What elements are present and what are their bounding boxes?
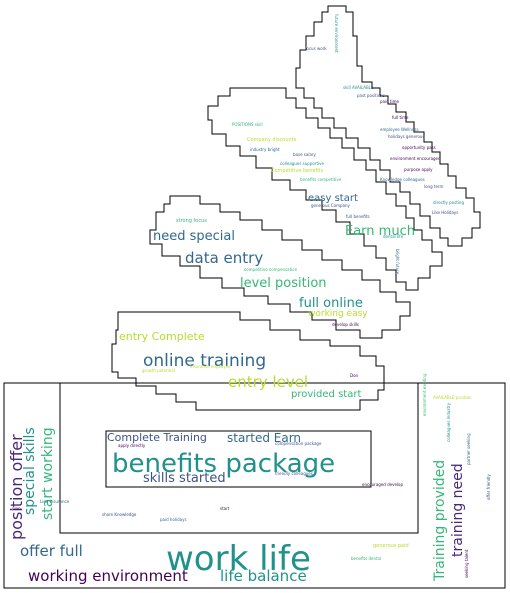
cloud-word: provided start <box>291 389 361 400</box>
cloud-word: offer friendly <box>486 474 491 500</box>
cuff-inner-outline <box>59 383 419 534</box>
cloud-word: benefits package <box>112 449 335 479</box>
cloud-word: focus work <box>305 46 327 51</box>
cloud-word: start working <box>40 427 56 520</box>
cloud-word: share Knowledge <box>102 512 137 517</box>
cloud-word: entry level <box>228 373 308 391</box>
cloud-word: paid holidays <box>160 517 187 522</box>
cloud-word: generous Company <box>311 203 351 208</box>
cloud-word: life balance <box>220 567 307 585</box>
cloud-word: seeking talent <box>464 549 469 578</box>
cloud-word: colleagues supportive <box>280 161 325 166</box>
cloud-word: encouraged develop <box>362 482 403 487</box>
cloud-word: skill AVAILABLE <box>343 85 374 90</box>
cloud-word: entry Complete <box>119 330 205 343</box>
cloud-word: online training <box>143 351 266 371</box>
cloud-word: purpose apply <box>404 167 433 172</box>
cloud-word: strong focus <box>176 218 207 224</box>
cloud-word: partner seeking <box>466 433 471 465</box>
cloud-word: Insurance employee <box>190 364 231 369</box>
cloud-word: base salary <box>293 152 317 157</box>
cloud-word: colleagues industry <box>446 402 451 442</box>
hand-outline <box>3 5 506 589</box>
cloud-word: Competitive benefits <box>271 168 324 174</box>
cloud-word: long term <box>424 184 444 189</box>
cuff-outline <box>3 382 506 589</box>
cloud-word: dental life <box>383 234 404 239</box>
cloud-word: plan <box>12 506 21 511</box>
cloud-word: friendly colleagues <box>275 471 313 476</box>
cloud-word: started Earn <box>227 431 301 445</box>
cloud-word: need special <box>153 229 235 244</box>
cloud-word: work life <box>166 539 311 579</box>
cloud-word: start <box>220 506 230 511</box>
cloud-word: level position <box>240 276 327 291</box>
cloud-word: benefits dental <box>351 556 381 561</box>
cloud-word: Don <box>350 373 359 378</box>
cloud-word: Earn much <box>345 224 415 239</box>
cloud-word: working easy <box>308 309 368 319</box>
cloud-word: full benefits <box>346 214 370 219</box>
cloud-word: Company discounts <box>247 137 297 143</box>
cloud-word: holidays generous <box>388 134 425 139</box>
cloud-word: benefits competitive <box>300 177 342 182</box>
cloud-word: future environment <box>334 14 339 53</box>
cloud-word: AVAILABLE position <box>433 395 472 400</box>
cloud-word: special skills <box>22 427 38 515</box>
cloud-word: develop skills <box>332 322 359 327</box>
cloud-word: offer full <box>20 542 83 560</box>
center-box-outline <box>105 430 372 488</box>
cloud-word: working environment <box>28 567 188 585</box>
cloud-word: growth potential <box>142 368 175 373</box>
cloud-word: easy start <box>308 193 358 204</box>
cloud-word: data entry <box>185 249 263 267</box>
cloud-word: employee Wellness <box>380 127 419 132</box>
cloud-word: Knowledge colleagues <box>380 177 425 182</box>
cloud-word: Training provided <box>432 460 448 582</box>
cloud-word: Like Holidays <box>432 210 458 215</box>
cloud-word: training need <box>450 463 466 557</box>
cloud-word: Complete Training <box>107 431 207 444</box>
cloud-word: generous paid <box>373 543 409 549</box>
cloud-word: opportunity pass <box>402 145 436 150</box>
cloud-word: environment encouraged <box>390 156 441 161</box>
cloud-word: POSITIONS skill <box>232 122 263 127</box>
cloud-word: apply directly <box>118 443 146 448</box>
cloud-word: competitive compensation <box>244 267 298 272</box>
cloud-word: full time <box>392 115 409 120</box>
cloud-word: directly posting <box>433 200 464 205</box>
cloud-word: skills started <box>143 471 226 486</box>
cloud-word: bright future <box>395 249 400 275</box>
cloud-word: paid time <box>380 99 399 104</box>
cloud-word: position offer <box>7 434 26 540</box>
cloud-word: past positions <box>357 93 385 98</box>
cloud-word: environment exciting <box>422 373 427 416</box>
cloud-word: Line insurance <box>40 499 70 504</box>
cloud-word: compensation package <box>275 441 322 446</box>
cloud-word: full online <box>299 296 363 311</box>
cloud-word: industry bright <box>250 147 280 152</box>
